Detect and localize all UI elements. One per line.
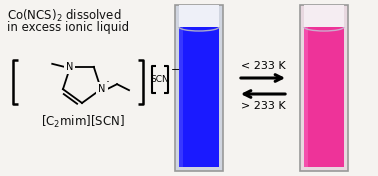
Text: −: − [171, 65, 180, 75]
Text: > 233 K: > 233 K [241, 101, 285, 111]
Text: N: N [65, 62, 73, 72]
Bar [179, 5, 219, 27]
Text: < 233 K: < 233 K [241, 61, 285, 71]
Text: N: N [98, 84, 106, 94]
Bar [300, 5, 348, 171]
Text: in excess ionic liquid: in excess ionic liquid [7, 21, 129, 34]
Bar [304, 27, 308, 167]
Bar [179, 27, 183, 167]
Text: SCN: SCN [150, 75, 169, 84]
Text: Co(NCS)$_2$ dissolved: Co(NCS)$_2$ dissolved [7, 8, 121, 24]
Bar [175, 5, 223, 171]
Text: [C$_2$mim][SCN]: [C$_2$mim][SCN] [41, 114, 125, 130]
Bar [304, 5, 344, 27]
Bar [179, 27, 219, 167]
Text: ·: · [106, 76, 110, 89]
Bar [304, 27, 344, 167]
